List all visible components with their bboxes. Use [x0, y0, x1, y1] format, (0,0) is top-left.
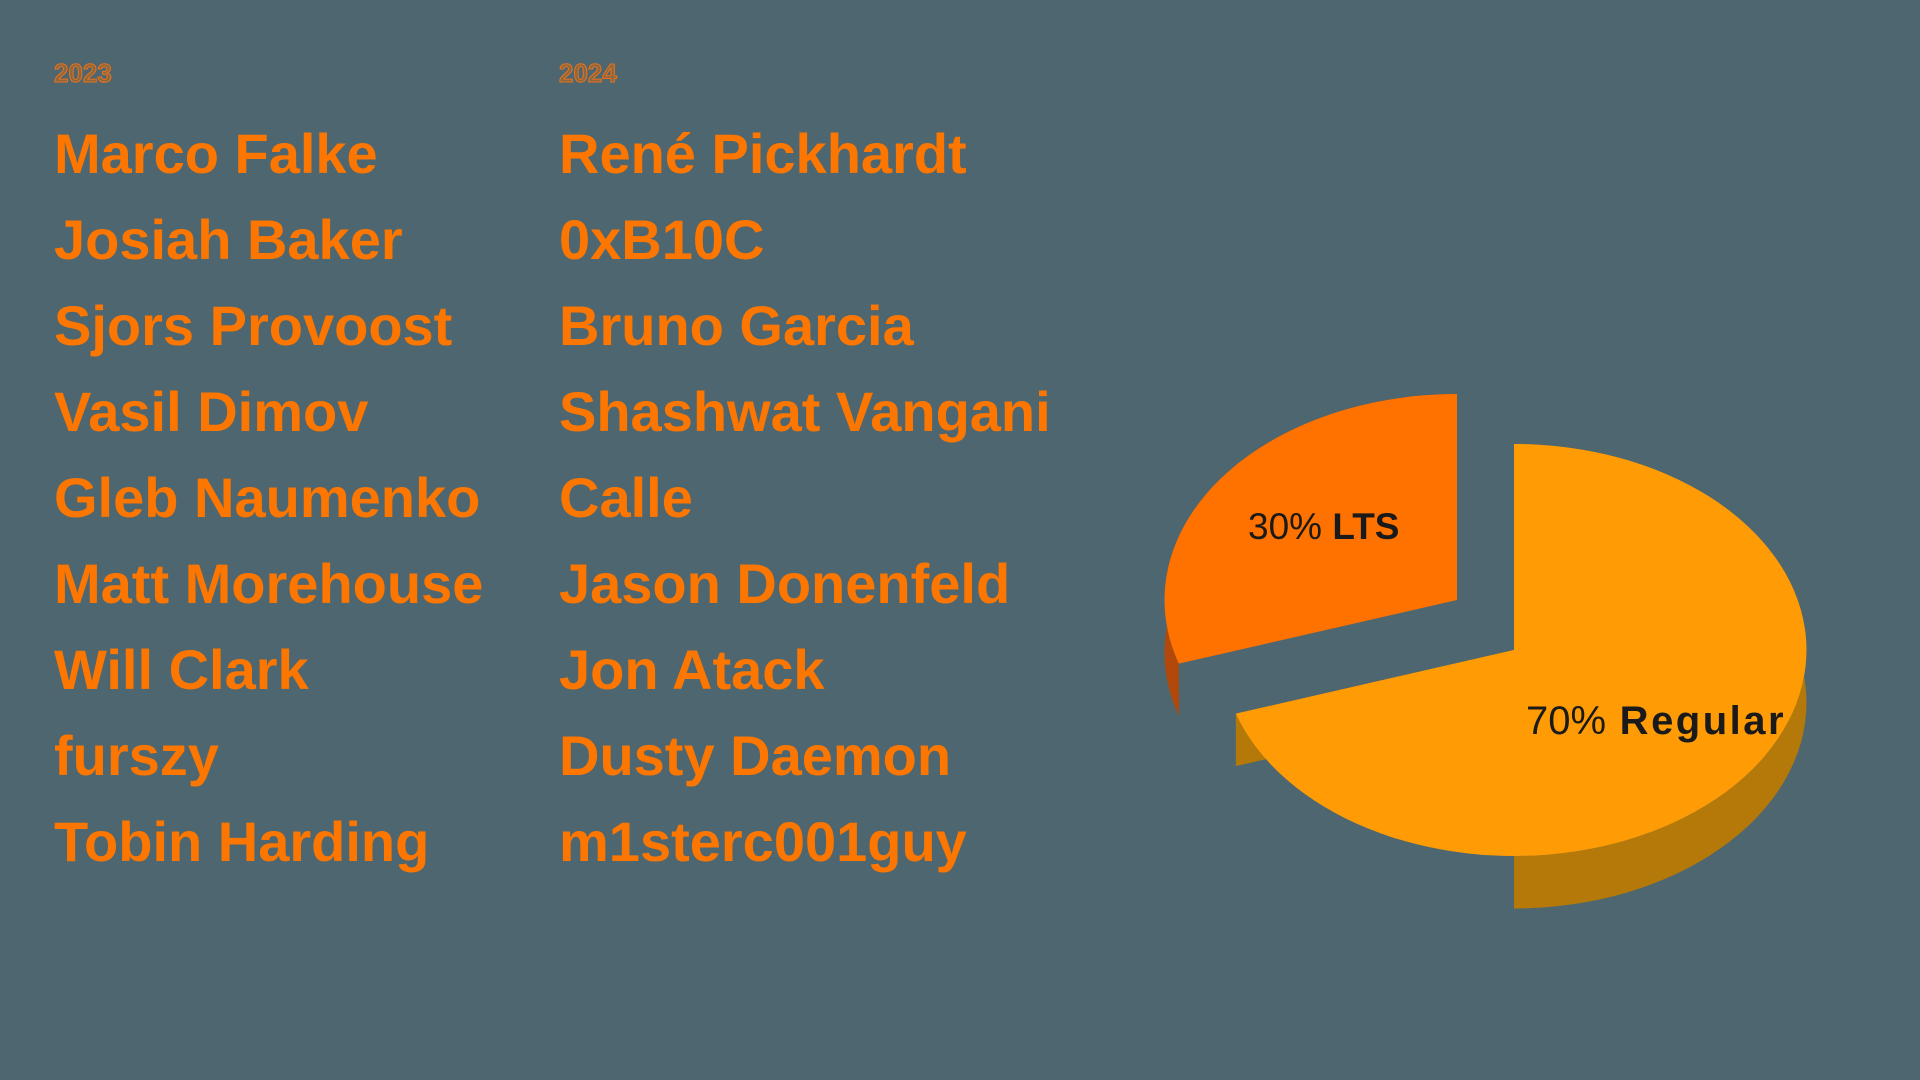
svg-text:70% Regular: 70% Regular: [1526, 699, 1786, 743]
svg-text:30% LTS: 30% LTS: [1248, 506, 1399, 547]
